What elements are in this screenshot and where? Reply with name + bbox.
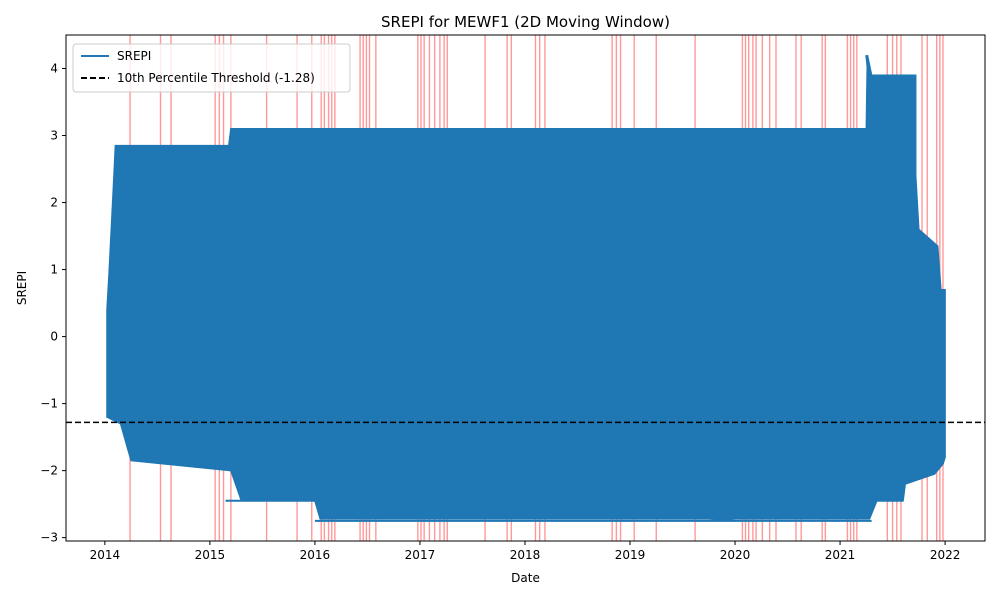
x-tick-label: 2016 <box>300 548 331 562</box>
x-axis-label: Date <box>511 571 540 585</box>
y-tick-label: 4 <box>50 62 58 76</box>
axes: 2014 2015 2016 2017 2018 2019 2020 2021 2022−3−2… <box>40 34 986 562</box>
chart-title: SREPI for MEWF1 (2D Moving Window) <box>381 13 670 31</box>
x-tick-label: 2018 <box>510 548 541 562</box>
y-tick-label: 1 <box>50 263 58 277</box>
x-tick-label: 2021 <box>825 548 856 562</box>
y-tick-label: 3 <box>50 129 58 143</box>
srepi-series-line <box>865 54 916 80</box>
y-tick-label: −2 <box>40 464 58 478</box>
x-tick-label: 2017 <box>405 548 436 562</box>
x-tick-label: 2022 <box>930 548 961 562</box>
plot-frame <box>65 34 986 542</box>
x-tick-label: 2015 <box>195 548 226 562</box>
x-tick-label: 2014 <box>90 548 121 562</box>
srepi-series-line <box>472 496 736 522</box>
srepi-series-area <box>106 54 946 520</box>
legend-label: 10th Percentile Threshold (-1.28) <box>117 71 315 85</box>
legend-box <box>72 43 351 93</box>
srepi-series <box>106 54 946 522</box>
x-tick-label: 2019 <box>615 548 646 562</box>
y-tick-label: 2 <box>50 196 58 210</box>
x-tick-label: 2020 <box>720 548 751 562</box>
legend: SREPI 10th Percentile Threshold (-1.28) <box>72 43 351 93</box>
legend-label: SREPI <box>117 49 151 63</box>
y-tick-label: −3 <box>40 531 58 545</box>
y-axis-label: SREPI <box>15 271 29 305</box>
y-tick-label: −1 <box>40 397 58 411</box>
y-tick-label: 0 <box>50 330 58 344</box>
